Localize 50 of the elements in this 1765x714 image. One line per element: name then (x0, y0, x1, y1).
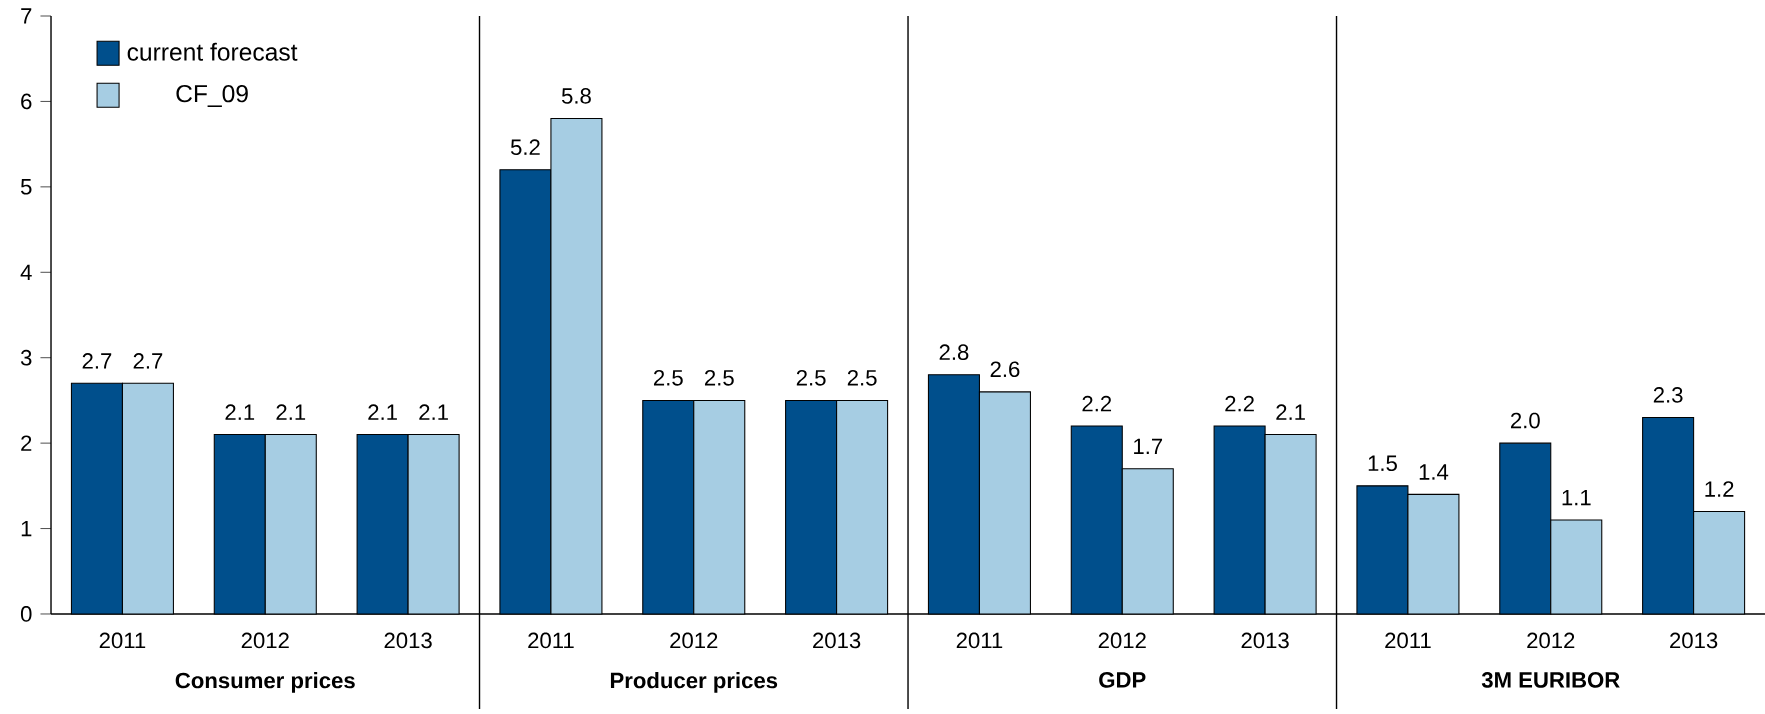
y-tick-label: 4 (20, 264, 32, 280)
data-label: 1.7 (1134, 438, 1163, 454)
data-label: 1.2 (1705, 481, 1734, 497)
data-label: 1.5 (1368, 455, 1397, 472)
data-label: 2.1 (1276, 404, 1305, 420)
data-label: 5.8 (561, 88, 591, 104)
y-tick-label: 5 (20, 179, 32, 195)
data-label: 2.5 (847, 369, 877, 386)
text: GDP (1099, 672, 1146, 688)
y-tick-label: 0 (20, 606, 32, 622)
x-tick-label: 2012 (241, 632, 289, 649)
x-tick-label: 2012 (1527, 632, 1575, 649)
x-tick-label: 2013 (813, 632, 861, 649)
legend-label: CF_09 (176, 84, 248, 108)
x-tick-label: 2011 (1385, 632, 1431, 649)
data-label: 2.2 (1225, 395, 1254, 412)
x-tick-label: 2013 (1670, 632, 1718, 649)
data-label: 2.2 (1082, 395, 1112, 412)
data-label: 5.2 (510, 139, 540, 156)
x-tick-label: 2012 (1098, 632, 1146, 649)
x-tick-label: 2011 (528, 632, 574, 649)
data-label: 2.3 (1653, 387, 1683, 403)
text: 3M EURIBOR (1481, 672, 1620, 688)
x-tick-label: 2011 (99, 632, 146, 649)
data-label: 2.1 (368, 404, 397, 420)
data-label: 1.4 (1419, 464, 1449, 480)
legend-label: current forecast (127, 42, 298, 61)
data-label: 2.5 (653, 369, 683, 386)
data-label: 2.5 (704, 369, 734, 386)
data-label: 2.7 (82, 353, 112, 369)
data-label: 2.1 (225, 404, 255, 420)
data-label: 2.8 (939, 344, 969, 361)
x-tick-label: 2013 (384, 632, 432, 649)
data-label: 2.1 (276, 404, 306, 420)
y-tick-label: 2 (21, 435, 32, 451)
data-label: 2.5 (796, 369, 826, 386)
y-tick-label: 1 (21, 520, 32, 537)
data-label: 2.7 (133, 353, 163, 369)
x-tick-label: 2013 (1241, 632, 1289, 649)
x-tick-label: 2012 (670, 632, 718, 649)
data-label: 1.1 (1562, 489, 1591, 506)
y-tick-label: 7 (21, 8, 32, 24)
y-tick-label: 3 (20, 349, 32, 366)
text: Consumer prices (175, 672, 355, 693)
data-label: 2.1 (419, 404, 448, 420)
text: Producer prices (610, 672, 778, 693)
data-label: 2.6 (990, 361, 1020, 378)
data-label: 2.0 (1510, 412, 1540, 429)
x-tick-label: 2011 (956, 632, 1003, 649)
y-tick-label: 6 (21, 93, 32, 110)
